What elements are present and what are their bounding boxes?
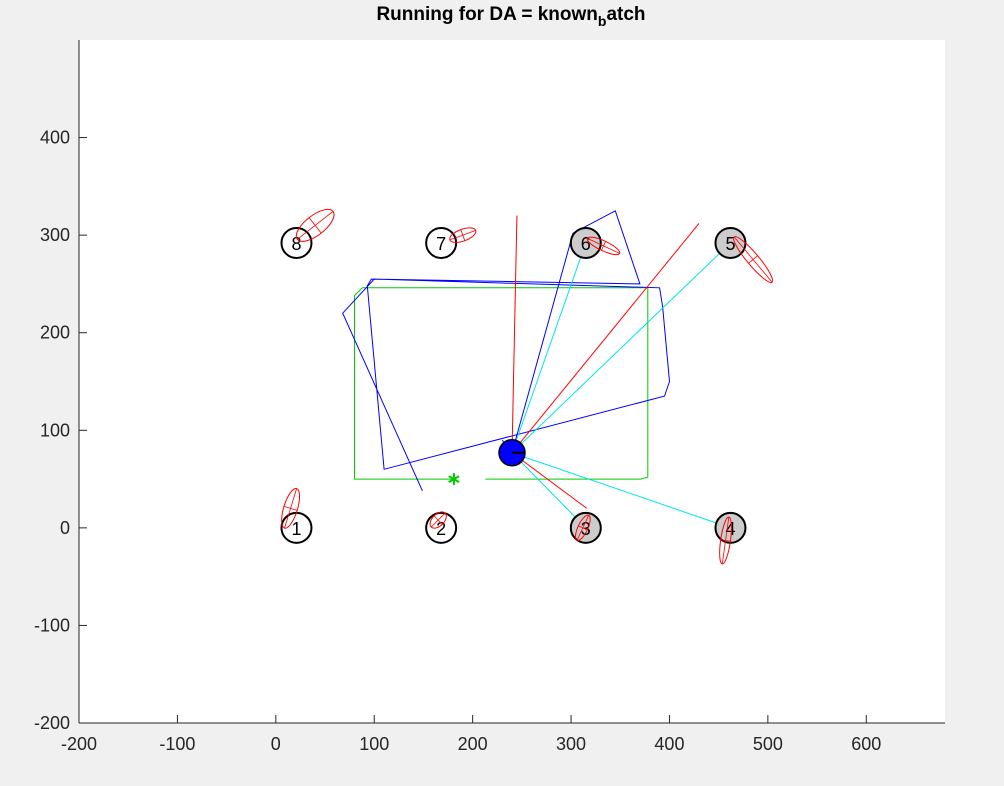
landmark-6: 6 — [569, 226, 602, 259]
x-tick-label: 400 — [654, 734, 684, 754]
paths-layer — [342, 210, 731, 529]
ellipse-minor-axis — [433, 515, 443, 525]
x-tick-label: 200 — [458, 734, 488, 754]
chart-title-main: Running for DA = known — [376, 4, 597, 25]
landmark-label: 6 — [581, 234, 591, 254]
x-tick-label: 100 — [359, 734, 389, 754]
chart-title-tail: atch — [606, 4, 645, 25]
chart-title: Running for DA = knownbatch — [376, 4, 645, 29]
y-tick-label: 300 — [40, 225, 70, 245]
estimate-ellipse-4 — [719, 516, 732, 565]
observation-line-2 — [511, 242, 731, 454]
landmark-marker — [569, 511, 602, 544]
observation-line-1 — [511, 242, 587, 453]
x-tick-label: -100 — [159, 734, 195, 754]
ellipse-minor-axis — [460, 229, 466, 241]
observation-line-3 — [511, 452, 587, 529]
x-tick-label: -200 — [61, 734, 97, 754]
y-tick-label: 200 — [40, 323, 70, 343]
estimate-ellipse-3 — [575, 514, 591, 542]
y-tick-label: -200 — [34, 713, 70, 733]
ellipses-layer — [281, 208, 774, 565]
landmark-label: 2 — [436, 519, 446, 539]
chart-title-subscript: b — [598, 13, 607, 29]
y-tick-label: 400 — [40, 128, 70, 148]
ellipse-minor-axis — [283, 505, 298, 511]
estimate-ellipse-7 — [449, 227, 477, 243]
ellipse-minor-axis — [308, 217, 322, 234]
start-marker-stroke — [448, 475, 460, 483]
ellipse-minor-axis — [578, 525, 588, 531]
landmark-label: 5 — [725, 234, 735, 254]
robot-layer — [448, 438, 526, 486]
uncertainty-line-2 — [511, 223, 700, 454]
uncertainty-line-1 — [511, 215, 518, 453]
ellipse-minor-axis — [748, 255, 758, 264]
plot-area — [79, 40, 945, 723]
landmark-2: 2 — [425, 511, 458, 544]
landmark-marker — [425, 226, 458, 259]
x-tick-label: 0 — [271, 734, 281, 754]
estimate-ellipse-1 — [281, 487, 301, 529]
y-tick-label: 0 — [60, 518, 70, 538]
estimate-ellipse-5 — [733, 236, 774, 283]
landmark-7: 7 — [425, 226, 458, 259]
axes-layer: -200 -100 0 100 200 300 400 500 600 -200 -100 0 100 2… — [34, 40, 945, 754]
estimated-path-line — [342, 210, 671, 492]
x-tick-label: 300 — [556, 734, 586, 754]
estimate-ellipse-2 — [429, 511, 447, 529]
observation-line-4 — [511, 452, 731, 529]
x-tick-label: 500 — [753, 734, 783, 754]
ellipse-minor-axis — [601, 241, 606, 251]
y-tick-label: -100 — [34, 615, 70, 635]
estimate-ellipse-6 — [586, 236, 621, 256]
landmark-label: 7 — [436, 234, 446, 254]
landmark-marker — [280, 226, 313, 259]
landmark-label: 4 — [725, 519, 735, 539]
start-marker — [448, 473, 460, 486]
y-tick-label: 100 — [40, 420, 70, 440]
true-path-line — [354, 287, 649, 480]
landmark-label: 8 — [291, 234, 301, 254]
landmark-8: 8 — [280, 226, 313, 259]
uncertainty-line-3 — [511, 452, 588, 509]
estimate-ellipse-8 — [295, 208, 335, 242]
x-tick-label: 600 — [851, 734, 881, 754]
landmark-marker — [569, 226, 602, 259]
landmark-label: 1 — [291, 519, 301, 539]
ellipse-minor-axis — [720, 539, 731, 542]
landmark-marker — [425, 511, 458, 544]
